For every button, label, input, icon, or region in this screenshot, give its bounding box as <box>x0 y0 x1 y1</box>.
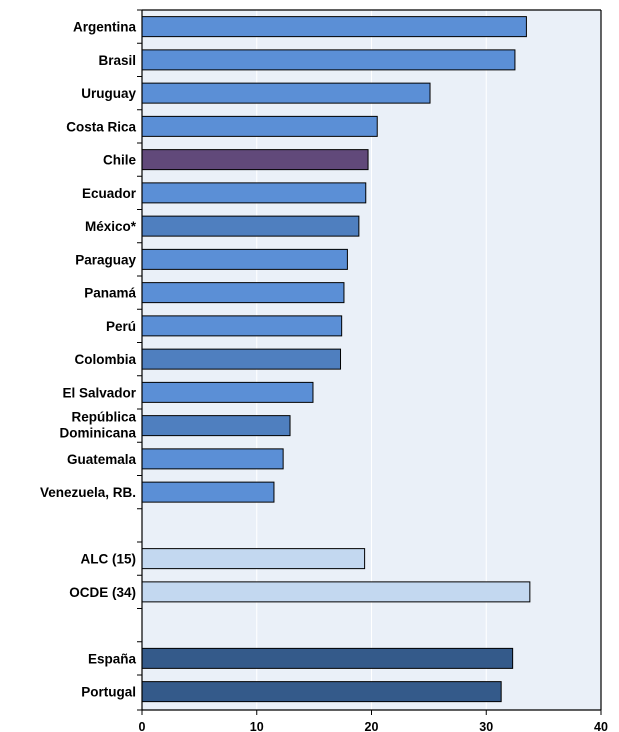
axes <box>137 9 602 715</box>
bar-costa-rica <box>141 115 378 137</box>
bar-ecuador <box>141 182 367 204</box>
bar-espana <box>141 647 514 669</box>
bar-venezuela-rb <box>141 481 275 503</box>
bar-chile <box>141 149 369 171</box>
category-label-ecuador: Ecuador <box>82 186 137 201</box>
category-label-espana: España <box>88 651 137 666</box>
bar-brasil <box>141 49 516 71</box>
bar-peru <box>141 315 343 337</box>
category-label-costa-rica: Costa Rica <box>66 119 136 134</box>
category-label-venezuela-rb: Venezuela, RB. <box>40 485 136 500</box>
category-label-peru: Perú <box>106 319 136 334</box>
category-label-uruguay: Uruguay <box>81 86 136 101</box>
x-tick-label-10: 10 <box>250 720 264 732</box>
x-tick-label-30: 30 <box>479 720 493 732</box>
bar-guatemala <box>141 448 284 470</box>
category-label-chile: Chile <box>103 153 136 168</box>
x-tick-label-40: 40 <box>594 720 608 732</box>
category-label-el-salvador: El Salvador <box>62 385 136 400</box>
category-label-alc-15: ALC (15) <box>80 552 136 567</box>
category-label-paraguay: Paraguay <box>75 252 136 267</box>
category-label-portugal: Portugal <box>81 685 136 700</box>
bar-portugal <box>141 681 502 703</box>
category-labels: Argentina Brasil Uruguay Costa Rica Chile Ecu… <box>40 20 137 700</box>
category-label-colombia: Colombia <box>74 352 136 367</box>
bar-colombia <box>141 348 342 370</box>
bar-mexico <box>141 215 360 237</box>
tick-labels: 0 10 20 30 40 <box>139 720 608 732</box>
bar-paraguay <box>141 248 348 270</box>
category-label-argentina: Argentina <box>73 20 136 35</box>
x-tick-label-0: 0 <box>139 720 146 732</box>
bar-uruguay <box>141 82 431 104</box>
category-label-republica-dominicana: República Dominicana <box>59 410 136 441</box>
category-label-panama: Panamá <box>84 286 136 301</box>
bar-alc-15 <box>141 548 366 570</box>
category-label-guatemala: Guatemala <box>67 452 137 467</box>
bar-el-salvador <box>141 381 314 403</box>
category-label-mexico: México* <box>85 219 137 234</box>
bar-argentina <box>141 16 527 38</box>
bar-panama <box>141 282 345 304</box>
x-tick-label-20: 20 <box>365 720 379 732</box>
bar-ocde-34 <box>141 581 531 603</box>
category-label-brasil: Brasil <box>98 53 136 68</box>
category-label-ocde-34: OCDE (34) <box>69 585 136 600</box>
bar-republica-dominicana <box>141 415 291 437</box>
